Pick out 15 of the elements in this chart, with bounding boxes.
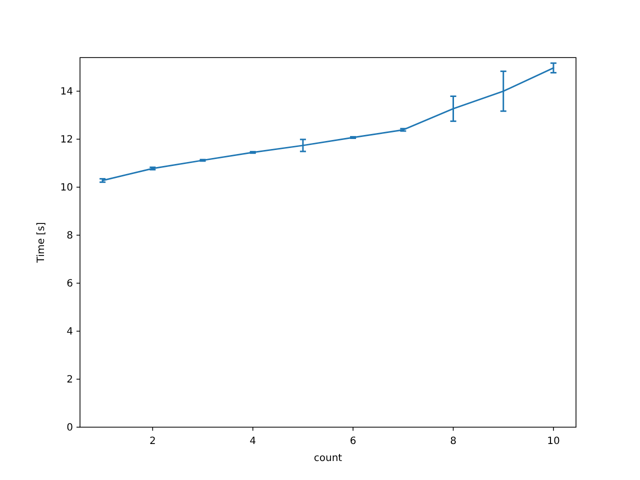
x-tick-label: 2 bbox=[149, 436, 156, 448]
x-tick-label: 6 bbox=[350, 436, 356, 448]
y-tick-label: 0 bbox=[66, 422, 73, 434]
y-tick-label: 6 bbox=[66, 278, 73, 290]
y-tick-label: 12 bbox=[60, 134, 73, 146]
x-tick-label: 4 bbox=[250, 436, 256, 448]
x-tick-label: 10 bbox=[547, 436, 560, 448]
x-tick-label: 8 bbox=[450, 436, 456, 448]
y-tick-label: 2 bbox=[66, 374, 73, 386]
y-tick-label: 8 bbox=[66, 230, 73, 242]
y-tick-label: 14 bbox=[60, 86, 73, 98]
y-axis-title: Time [s] bbox=[36, 222, 47, 264]
x-axis-title: count bbox=[314, 453, 342, 464]
y-tick-label: 4 bbox=[66, 326, 73, 338]
y-tick-label: 10 bbox=[60, 182, 73, 194]
